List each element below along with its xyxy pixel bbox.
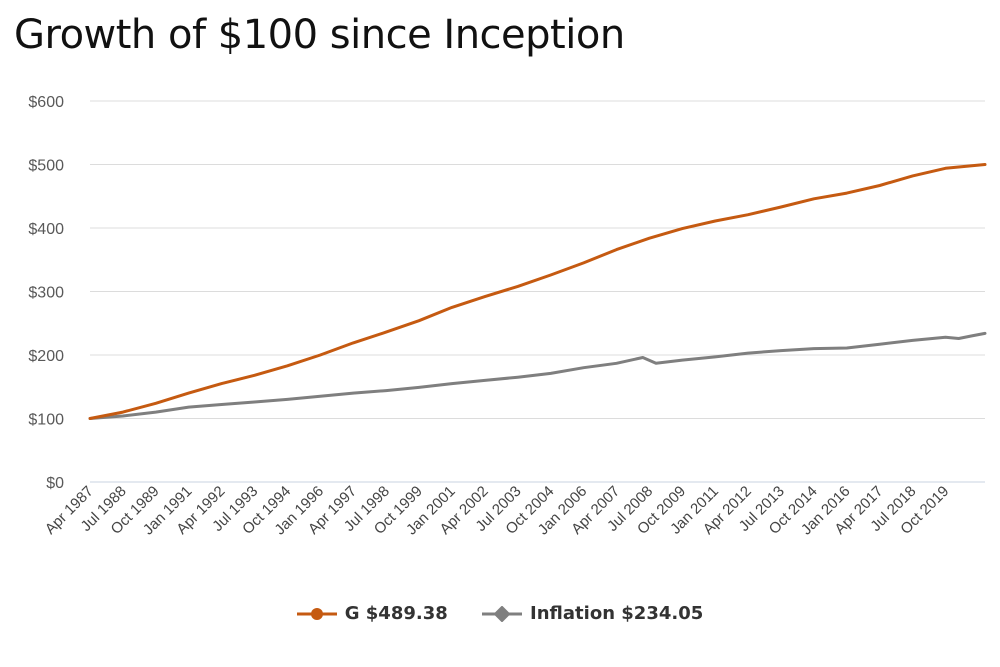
- series-line-g: [88, 163, 987, 420]
- y-tick-label: $300: [28, 285, 64, 302]
- y-axis-ticks: $0 $100 $200 $300 $400 $500 $600: [28, 94, 64, 492]
- y-tick-label: $500: [28, 158, 64, 175]
- legend-label-inflation: Inflation $234.05: [530, 603, 704, 624]
- y-tick-label: $0: [46, 475, 64, 492]
- y-tick-label: $100: [28, 412, 64, 429]
- legend-marker-inflation-icon: [482, 605, 523, 622]
- legend: G $489.38 Inflation $234.05: [0, 603, 1000, 627]
- legend-item-g[interactable]: G $489.38: [296, 603, 448, 624]
- y-tick-label: $200: [28, 348, 64, 365]
- legend-label-g: G $489.38: [344, 603, 448, 624]
- y-tick-label: $400: [28, 221, 64, 238]
- gridlines: [90, 100, 985, 483]
- series-lines: [88, 163, 987, 420]
- legend-item-inflation[interactable]: Inflation $234.05: [482, 603, 703, 624]
- legend-marker-g-icon: [296, 607, 337, 620]
- chart-title: Growth of $100 since Inception: [14, 12, 625, 58]
- series-line-inflation: [88, 331, 987, 420]
- y-tick-label: $600: [28, 94, 64, 111]
